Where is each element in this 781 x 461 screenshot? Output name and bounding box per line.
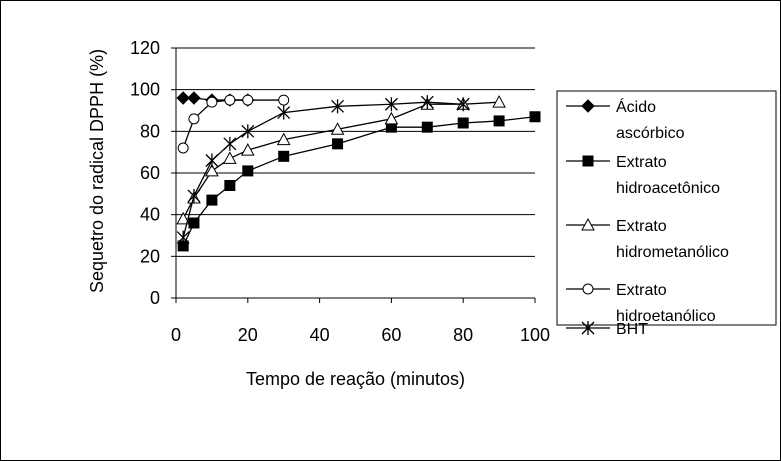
gridlines [176, 47, 535, 257]
y-tick-label: 120 [130, 38, 160, 58]
data-point [177, 142, 189, 154]
legend-marker [581, 99, 595, 113]
legend-item: BHT [566, 321, 648, 338]
axes [171, 47, 536, 303]
data-point [241, 124, 255, 139]
data-point [240, 143, 255, 156]
data-point [224, 180, 236, 191]
legend-label: hidrometanólico [616, 244, 729, 261]
data-point [223, 136, 237, 151]
series-line [182, 116, 536, 247]
y-tick-label: 80 [140, 121, 160, 141]
data-point [188, 217, 200, 229]
x-tick-label: 20 [238, 325, 258, 345]
data-point [421, 121, 433, 133]
legend-item: Extrato hidroetanólico [566, 282, 716, 325]
data-point [278, 94, 290, 106]
data-point [205, 163, 219, 177]
data-point [277, 105, 291, 120]
series-2 [176, 95, 506, 225]
legend-label: BHT [616, 321, 648, 338]
legend-marker [581, 321, 595, 335]
data-point [176, 230, 190, 245]
data-point [224, 94, 236, 106]
data-point [457, 117, 469, 129]
legend-marker [582, 283, 594, 295]
x-tick-labels: 0 20 40 60 80 100 [171, 325, 550, 345]
data-point [206, 96, 218, 108]
legend-label: Extrato [616, 218, 667, 235]
data-point [276, 132, 291, 146]
y-axis-label: Sequetro do radical DPPH (%) [87, 49, 107, 293]
data-point [493, 115, 505, 127]
y-tick-label: 20 [140, 246, 160, 266]
legend-marker [581, 217, 595, 231]
legend: ÁcidoascórbicoExtratohidroacetônicoExtra… [556, 90, 777, 338]
series-3 [177, 94, 290, 154]
x-tick-label: 0 [171, 325, 181, 345]
y-tick-label: 0 [150, 288, 160, 308]
legend-item: Extrato hidroacetônico [566, 154, 720, 197]
series-4 [176, 95, 470, 245]
data-point [529, 111, 541, 123]
y-tick-labels: 0 20 40 60 80 100 120 [130, 38, 160, 308]
x-tick-label: 100 [520, 325, 550, 345]
data-point [223, 151, 237, 164]
y-tick-label: 100 [130, 80, 160, 100]
legend-item: Ácido ascórbico [566, 97, 685, 142]
data-point [456, 97, 470, 112]
legend-label: Extrato [616, 282, 667, 299]
series-group [176, 91, 541, 252]
x-tick-label: 80 [453, 325, 473, 345]
data-point [176, 91, 190, 105]
y-tick-label: 60 [140, 163, 160, 183]
data-point [384, 97, 398, 112]
x-tick-label: 40 [310, 325, 330, 345]
y-tick-label: 40 [140, 205, 160, 225]
data-point [187, 188, 201, 203]
series-line [182, 101, 464, 238]
legend-label: ascórbico [616, 125, 685, 142]
legend-label: Ácido [616, 97, 656, 116]
data-point [492, 95, 506, 108]
x-axis-label: Tempo de reação (minutos) [246, 369, 465, 389]
data-point [278, 150, 290, 162]
legend-label: hidroacetônico [616, 180, 720, 197]
x-tick-label: 60 [381, 325, 401, 345]
legend-label: Extrato [616, 154, 667, 171]
data-point [384, 111, 399, 125]
series-1 [177, 111, 541, 252]
data-point [420, 95, 434, 110]
data-point [206, 194, 218, 206]
legend-marker [582, 155, 594, 167]
data-point [242, 94, 254, 106]
legend-item: Extrato hidrometanólico [566, 217, 729, 261]
data-point [331, 99, 345, 114]
data-point [330, 122, 345, 135]
data-point [188, 113, 200, 125]
data-point [332, 138, 344, 150]
legend-box [556, 90, 777, 326]
data-point [205, 153, 219, 168]
data-point [242, 165, 254, 177]
data-point [187, 91, 201, 105]
legend-label: hidroetanólico [616, 308, 716, 325]
data-point [176, 211, 191, 225]
